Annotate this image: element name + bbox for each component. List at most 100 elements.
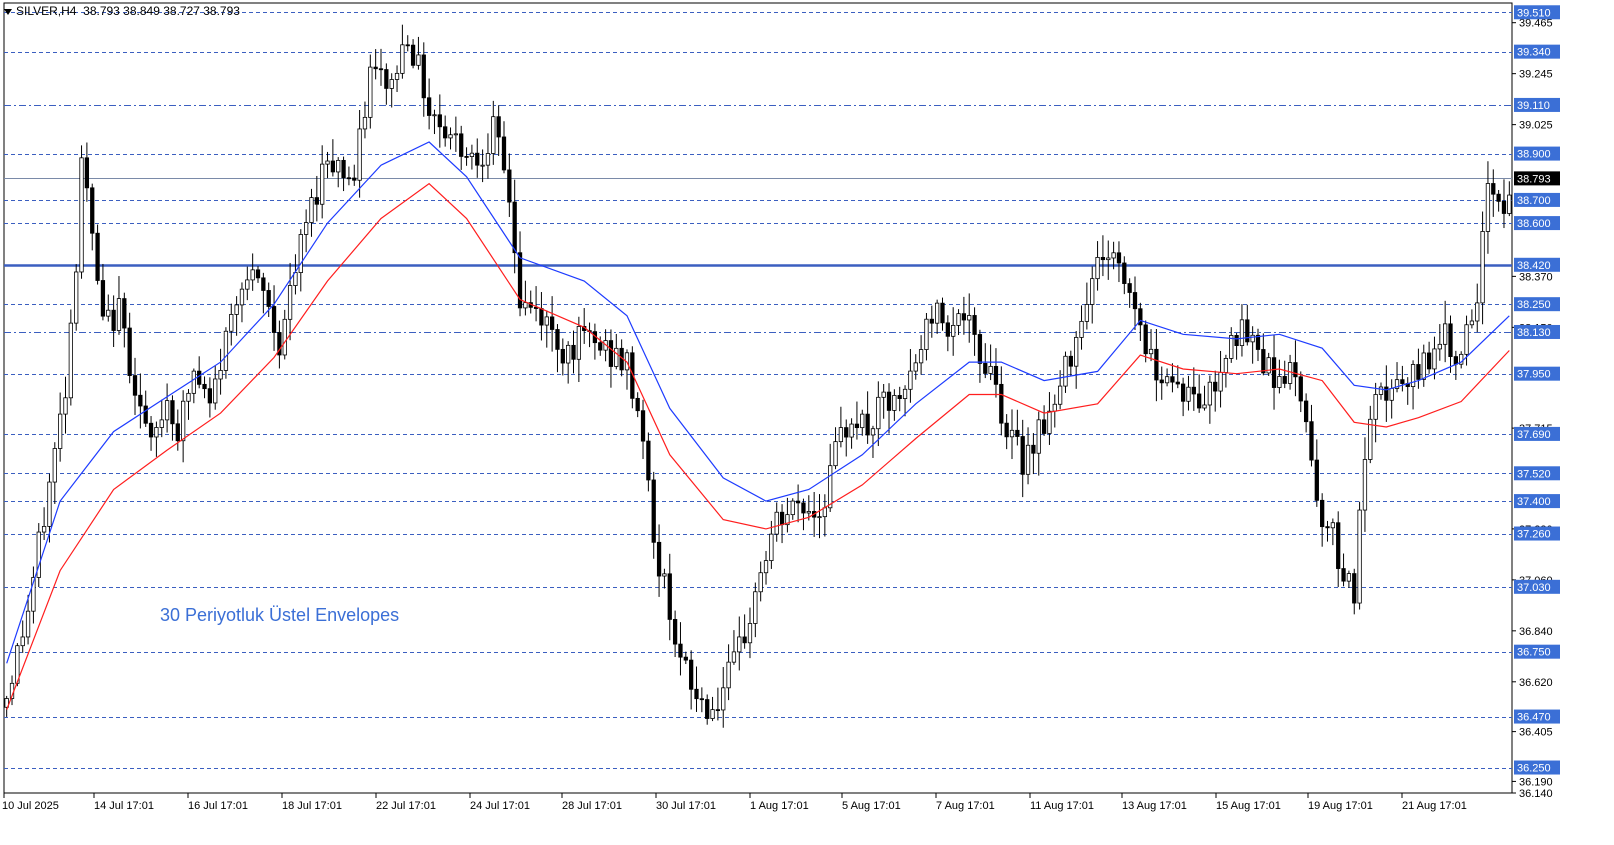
candle-body	[464, 156, 469, 158]
candle	[977, 329, 983, 383]
candle	[918, 335, 924, 375]
candle-body	[790, 500, 795, 516]
candle	[1116, 241, 1122, 283]
candle-body	[1277, 376, 1282, 388]
y-tick-label: 36.140	[1519, 788, 1553, 800]
candle	[1063, 351, 1068, 393]
candle-body	[828, 465, 833, 509]
candle-body	[282, 318, 287, 356]
candle	[47, 473, 52, 543]
candle	[25, 594, 31, 645]
candle	[159, 399, 164, 438]
candle	[1020, 419, 1025, 498]
candle-body	[651, 479, 656, 543]
candle	[961, 296, 967, 335]
candle	[1009, 409, 1015, 460]
candle-body	[646, 440, 651, 481]
candle-body	[164, 400, 170, 421]
candle	[277, 320, 282, 369]
candle	[1507, 181, 1512, 217]
candle-body	[614, 347, 619, 367]
candle	[127, 312, 132, 384]
candle-body	[1143, 324, 1148, 355]
candle-body	[774, 511, 779, 535]
level-label-box	[1514, 216, 1560, 231]
candle-body	[908, 370, 913, 390]
candle	[694, 666, 699, 712]
candle-body	[1320, 499, 1325, 528]
candle	[1341, 553, 1346, 587]
candle	[822, 494, 827, 537]
candle-body	[405, 44, 410, 47]
candle	[758, 561, 763, 602]
candle	[1111, 241, 1116, 270]
current-price-label: 38.793	[1517, 173, 1551, 185]
level-label: 36.470	[1517, 712, 1551, 724]
candle	[453, 116, 459, 152]
lower-envelope-line	[6, 182, 1510, 710]
candle	[523, 280, 528, 316]
candle	[282, 309, 287, 360]
candle	[1057, 370, 1063, 410]
candle	[421, 42, 426, 117]
candle	[1197, 374, 1202, 413]
candle-body	[68, 322, 73, 399]
candle	[464, 147, 469, 166]
candle-body	[726, 661, 731, 689]
level-label-box	[1514, 97, 1560, 112]
candle-body	[368, 66, 373, 118]
candle	[1368, 405, 1373, 464]
level-label: 37.400	[1517, 496, 1551, 508]
candle	[646, 432, 651, 492]
candle	[1132, 276, 1138, 330]
candle	[1298, 371, 1303, 413]
candle	[726, 644, 731, 701]
candle	[1041, 405, 1047, 436]
candle-body	[544, 316, 549, 326]
candle-body	[1352, 573, 1357, 604]
candle-body	[106, 309, 111, 317]
candle	[940, 297, 945, 331]
candle-body	[1154, 348, 1159, 381]
level-label: 38.700	[1517, 195, 1551, 207]
candle	[84, 142, 90, 202]
candle-body	[496, 116, 501, 138]
candle	[689, 650, 694, 710]
candle-body	[400, 44, 405, 74]
level-label-box	[1514, 257, 1560, 272]
candle	[378, 48, 384, 86]
y-tick-label: 38.370	[1519, 271, 1553, 283]
candle	[662, 568, 667, 589]
candle	[886, 383, 892, 434]
candle-body	[667, 573, 672, 620]
dropdown-triangle-icon[interactable]	[4, 8, 12, 15]
candle-body	[1132, 292, 1138, 310]
candle	[1373, 382, 1378, 443]
candle-body	[453, 133, 459, 136]
candle-body	[1111, 252, 1116, 259]
candle	[1389, 379, 1394, 419]
candle	[817, 494, 822, 539]
level-label: 38.600	[1517, 218, 1551, 230]
candle	[154, 421, 159, 457]
candle	[79, 145, 84, 279]
candle	[336, 157, 341, 188]
candle-body	[672, 619, 678, 645]
candle	[517, 231, 523, 317]
candle-body	[1090, 278, 1095, 305]
candle-body	[378, 68, 384, 71]
candle-body	[1250, 334, 1255, 343]
upper-envelope-line	[6, 141, 1510, 664]
candle	[496, 105, 501, 156]
candle-body	[608, 340, 614, 367]
level-label: 39.110	[1517, 100, 1550, 112]
candle-body	[849, 423, 854, 438]
candle	[844, 419, 849, 457]
candle-body	[753, 591, 758, 624]
candle	[587, 322, 592, 348]
candle	[608, 329, 614, 388]
candle	[1314, 439, 1319, 507]
candle-body	[41, 525, 47, 533]
